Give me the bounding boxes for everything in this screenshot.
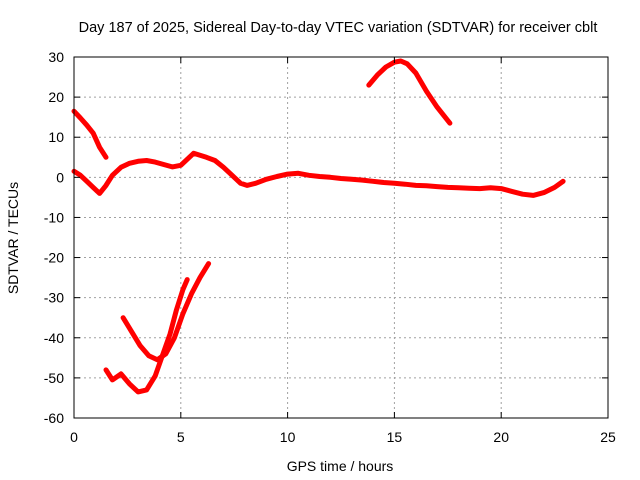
x-tick-label: 25 [600,429,616,445]
x-tick-label: 0 [70,429,78,445]
series-upper-left-arc [71,108,109,160]
series-main-track [71,150,566,198]
x-tick-label: 15 [387,429,403,445]
x-tick-label: 5 [177,429,185,445]
y-tick-label: 0 [56,169,64,185]
x-axis-label: GPS time / hours [287,458,394,474]
series-upper-right-arc [366,58,453,126]
y-tick-label: -40 [44,330,64,346]
x-tick-label: 20 [493,429,509,445]
y-tick-label: 30 [48,49,64,65]
y-tick-label: -20 [44,250,64,266]
data-series [71,58,566,395]
grid [74,57,608,418]
y-axis-label: SDTVAR / TECUs [5,182,21,294]
series-lower-u-track [103,277,190,395]
series-lower-v-track [120,261,212,363]
y-tick-label: -30 [44,290,64,306]
y-tick-label: -60 [44,410,64,426]
y-tick-label: -50 [44,370,64,386]
axis-ticks: 0 5 10 15 20 25 -60 -50 -40 -30 -20 -10 0 10 20 30 [44,49,616,445]
y-tick-label: 10 [48,129,64,145]
y-tick-label: 20 [48,89,64,105]
chart-title: Day 187 of 2025, Sidereal Day-to-day VTE… [79,20,598,36]
x-tick-label: 10 [280,429,296,445]
plot-frame [73,56,609,419]
y-tick-label: -10 [44,209,64,225]
